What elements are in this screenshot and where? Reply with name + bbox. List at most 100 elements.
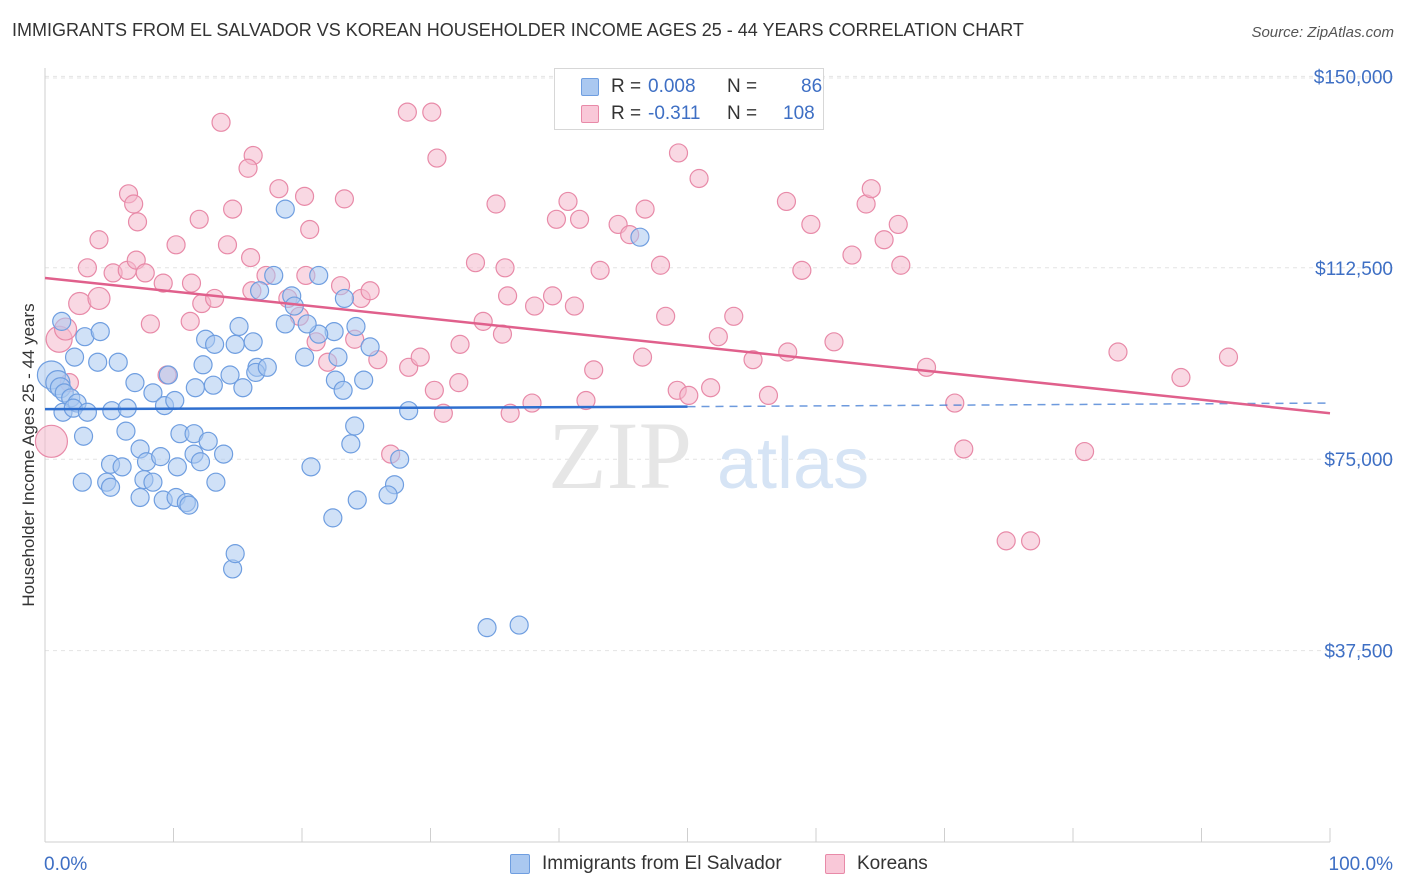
point-el-salvador: [233, 378, 253, 398]
point-el-salvador: [143, 472, 163, 492]
point-el-salvador: [341, 434, 361, 454]
point-el-salvador: [229, 316, 249, 337]
point-koreans: [140, 314, 160, 334]
series-el-salvador: [36, 199, 650, 638]
point-el-salvador: [88, 352, 108, 372]
trend-line-el-salvador: [44, 405, 688, 411]
point-koreans: [891, 255, 911, 275]
legend-n-label: N =: [727, 76, 758, 97]
point-koreans: [743, 350, 763, 370]
point-koreans: [1074, 441, 1095, 462]
point-koreans: [708, 327, 728, 347]
point-el-salvador: [297, 314, 317, 334]
point-koreans: [564, 296, 585, 316]
point-koreans: [449, 373, 469, 393]
point-koreans: [450, 334, 470, 354]
point-koreans: [801, 214, 821, 235]
point-koreans: [1020, 531, 1041, 551]
point-koreans: [632, 347, 653, 367]
point-koreans: [524, 296, 545, 316]
point-el-salvador: [125, 373, 145, 393]
point-koreans: [954, 439, 974, 459]
legend-r-label: R =: [611, 76, 642, 97]
point-el-salvador: [90, 322, 110, 342]
point-el-salvador: [220, 365, 240, 385]
point-el-salvador: [347, 490, 367, 510]
point-el-salvador: [143, 383, 163, 403]
point-koreans: [135, 263, 155, 283]
point-el-salvador: [214, 444, 234, 464]
point-el-salvador: [167, 457, 187, 477]
point-koreans: [584, 360, 604, 380]
point-el-salvador: [354, 370, 374, 390]
point-koreans: [679, 385, 699, 405]
trend-line-el-salvador-extension: [687, 402, 1331, 408]
y-axis-label: Householder Income Ages 25 - 44 years: [19, 303, 38, 606]
point-el-salvador: [630, 227, 650, 247]
point-koreans: [300, 219, 320, 240]
point-koreans: [668, 143, 689, 163]
point-koreans: [166, 235, 186, 255]
point-koreans: [888, 214, 908, 235]
point-el-salvador: [243, 332, 263, 352]
point-koreans: [360, 281, 380, 301]
trend-line-koreans: [44, 276, 1331, 415]
point-koreans: [486, 194, 506, 214]
point-el-salvador: [77, 402, 98, 422]
point-koreans: [776, 191, 797, 212]
point-el-salvador: [275, 199, 295, 219]
point-koreans: [223, 199, 243, 219]
point-koreans: [68, 291, 92, 316]
point-el-salvador: [52, 311, 72, 331]
bottom-legend-swatch-pink: [825, 854, 845, 874]
y-tick-label: $75,000: [1324, 450, 1393, 471]
legend-n-value: 108: [783, 103, 815, 124]
point-koreans: [498, 286, 518, 306]
y-tick-label: $150,000: [1314, 67, 1393, 88]
trend-lines: [44, 276, 1331, 415]
point-el-salvador: [165, 390, 185, 411]
point-koreans: [87, 286, 111, 311]
point-koreans: [124, 194, 144, 214]
point-el-salvador: [328, 347, 348, 367]
point-koreans: [473, 311, 493, 331]
point-koreans: [542, 286, 563, 306]
legend-swatch-blue: [581, 78, 599, 96]
point-el-salvador: [225, 544, 245, 564]
point-koreans: [546, 209, 567, 229]
legend-swatch-pink: [581, 105, 599, 123]
point-koreans: [701, 378, 721, 398]
point-koreans: [569, 209, 590, 229]
point-el-salvador: [309, 265, 329, 286]
point-el-salvador: [333, 380, 353, 400]
point-el-salvador: [206, 472, 226, 492]
point-koreans: [189, 209, 209, 229]
point-el-salvador: [509, 615, 529, 635]
point-koreans: [1171, 367, 1191, 388]
point-koreans: [181, 273, 202, 293]
point-koreans: [576, 390, 596, 411]
point-el-salvador: [64, 347, 85, 367]
y-tick-label: $37,500: [1324, 642, 1393, 663]
point-koreans: [996, 531, 1016, 551]
point-koreans: [241, 247, 261, 268]
point-koreans: [205, 288, 225, 309]
point-koreans: [558, 191, 578, 212]
point-el-salvador: [334, 288, 355, 309]
point-el-salvador: [399, 401, 419, 421]
point-el-salvador: [345, 416, 365, 436]
point-koreans: [397, 102, 417, 122]
point-koreans: [758, 385, 779, 405]
point-koreans: [650, 255, 671, 275]
point-koreans: [89, 230, 109, 250]
bottom-legend-label: Immigrants from El Salvador: [542, 853, 782, 874]
point-el-salvador: [360, 337, 380, 357]
point-koreans: [874, 230, 894, 250]
x-tick-label-max: 100.0%: [1329, 854, 1394, 875]
legend-r-value: 0.008: [648, 76, 696, 97]
point-koreans: [427, 148, 447, 168]
legend-n-label: N =: [727, 103, 758, 124]
point-koreans: [945, 393, 965, 413]
point-koreans: [410, 347, 430, 367]
